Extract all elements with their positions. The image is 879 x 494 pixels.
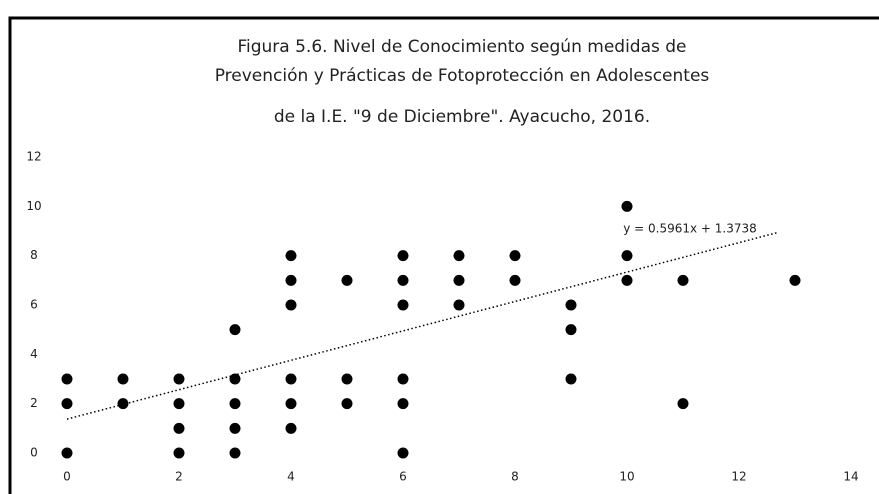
point xyxy=(285,250,297,262)
point xyxy=(285,398,297,410)
point xyxy=(341,274,353,286)
point xyxy=(677,398,689,410)
point xyxy=(565,299,577,311)
point xyxy=(621,200,633,212)
point xyxy=(173,422,185,434)
chart-title: Prevención y Prácticas de Fotoprotección… xyxy=(215,66,710,86)
x-tick-label: 14 xyxy=(843,470,858,484)
point xyxy=(285,274,297,286)
point xyxy=(509,250,521,262)
point xyxy=(229,398,241,410)
point xyxy=(397,299,409,311)
y-tick-label: 0 xyxy=(30,446,38,460)
point xyxy=(397,398,409,410)
point xyxy=(397,274,409,286)
x-tick-label: 4 xyxy=(287,470,295,484)
point xyxy=(173,398,185,410)
chart-title: de la I.E. "9 de Diciembre". Ayacucho, 2… xyxy=(274,107,650,127)
point xyxy=(565,324,577,336)
y-tick-label: 4 xyxy=(30,347,38,361)
y-tick-label: 10 xyxy=(26,199,41,213)
point xyxy=(173,373,185,385)
y-tick-label: 2 xyxy=(30,396,38,410)
x-tick-label: 6 xyxy=(399,470,407,484)
point xyxy=(565,373,577,385)
point xyxy=(453,299,465,311)
x-tick-label: 2 xyxy=(175,470,183,484)
x-tick-label: 10 xyxy=(619,470,634,484)
x-tick-label: 0 xyxy=(63,470,71,484)
frame xyxy=(8,16,879,494)
x-tick-label: 8 xyxy=(511,470,519,484)
point xyxy=(341,398,353,410)
point xyxy=(789,274,801,286)
point xyxy=(61,398,73,410)
point xyxy=(117,373,129,385)
point xyxy=(509,274,521,286)
point xyxy=(173,447,185,459)
x-tick-label: 12 xyxy=(731,470,746,484)
y-tick-label: 12 xyxy=(26,150,41,164)
point xyxy=(61,447,73,459)
point xyxy=(677,274,689,286)
y-tick-label: 8 xyxy=(30,248,38,262)
point xyxy=(453,250,465,262)
point xyxy=(397,250,409,262)
point xyxy=(341,373,353,385)
chart-title: Figura 5.6. Nivel de Conocimiento según … xyxy=(237,37,686,57)
point xyxy=(229,324,241,336)
y-tick-label: 6 xyxy=(30,298,38,312)
point xyxy=(229,373,241,385)
point xyxy=(229,447,241,459)
point xyxy=(621,274,633,286)
point xyxy=(453,274,465,286)
point xyxy=(397,447,409,459)
point xyxy=(285,373,297,385)
point xyxy=(621,250,633,262)
point xyxy=(229,422,241,434)
point xyxy=(117,398,129,410)
point xyxy=(397,373,409,385)
point xyxy=(285,422,297,434)
point xyxy=(285,299,297,311)
trendline xyxy=(66,231,779,420)
point xyxy=(61,373,73,385)
trendline-label: y = 0.5961x + 1.3738 xyxy=(623,222,757,236)
